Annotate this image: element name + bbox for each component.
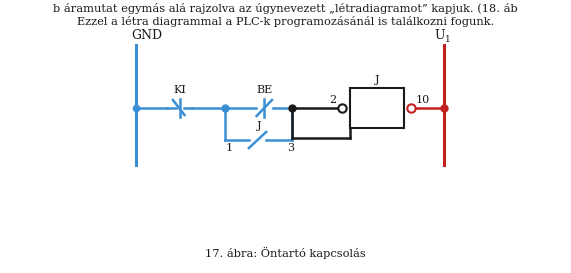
Text: 2: 2: [329, 95, 336, 105]
Text: GND: GND: [132, 29, 163, 42]
Text: 10: 10: [416, 95, 430, 105]
Text: J: J: [257, 121, 262, 131]
Text: 17. ábra: Öntartó kapcsolás: 17. ábra: Öntartó kapcsolás: [205, 247, 366, 259]
Text: 1: 1: [445, 35, 451, 44]
Bar: [350, 88, 404, 128]
Text: KI: KI: [173, 85, 186, 95]
Text: 1: 1: [225, 143, 232, 153]
Text: BE: BE: [256, 85, 272, 95]
Text: J: J: [375, 75, 379, 85]
Text: b áramutat egymás alá rajzolva az úgynevezett „létradiagramot” kapjuk. (18. áb: b áramutat egymás alá rajzolva az úgynev…: [53, 3, 518, 14]
Text: Ezzel a létra diagrammal a PLC-k programozásánál is találkozni fogunk.: Ezzel a létra diagrammal a PLC-k program…: [77, 16, 494, 27]
Text: 3: 3: [287, 143, 293, 153]
Text: U: U: [435, 29, 445, 42]
